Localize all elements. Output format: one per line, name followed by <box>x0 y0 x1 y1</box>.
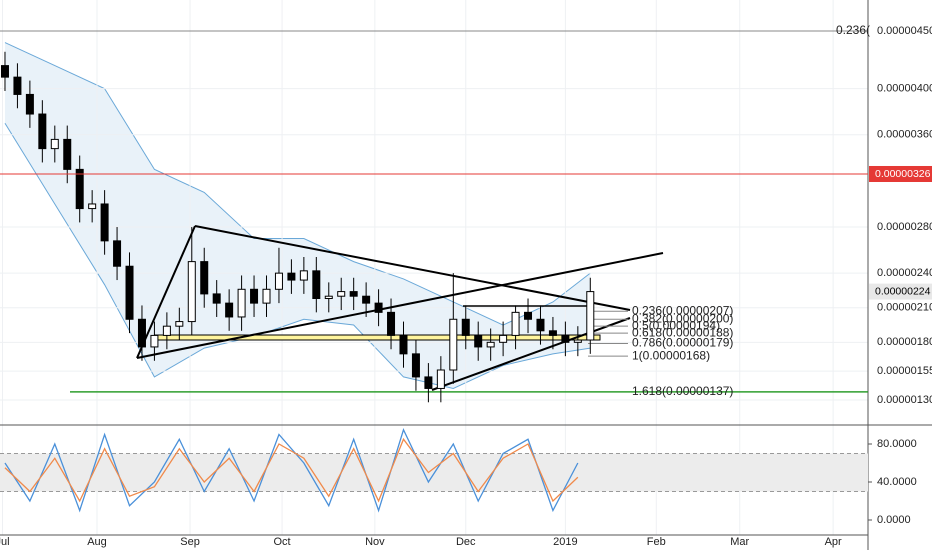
candle-body <box>187 261 196 323</box>
candle-body <box>38 113 47 150</box>
y-tick-label: 0.00000130 <box>877 394 932 406</box>
candle-body <box>461 318 470 336</box>
fib-label: 0.382(0.00000200) <box>632 311 733 325</box>
price-tag-label: 0.00000224 <box>875 285 931 297</box>
candle-body <box>548 330 557 336</box>
candle-body <box>75 168 84 210</box>
candle-body <box>387 311 396 336</box>
candle-body <box>511 311 520 336</box>
fib-label: 0.236( <box>836 23 870 37</box>
candle-body <box>262 288 271 304</box>
y-tick-label: 0.00000210 <box>877 302 932 314</box>
x-tick-label: Feb <box>647 536 666 548</box>
x-tick-label: Sep <box>180 536 200 548</box>
candle-body <box>137 318 146 348</box>
price-tag <box>869 283 932 300</box>
candle-body <box>25 93 34 115</box>
candle-body <box>225 302 234 318</box>
candle-body <box>474 334 483 348</box>
trendline <box>194 225 631 311</box>
y-tick-label: 0.00000155 <box>877 365 932 377</box>
stoch-line <box>4 437 579 503</box>
candle-body <box>150 334 159 348</box>
fib-label: 1.618(0.00000137) <box>632 384 733 398</box>
fib-label: 0.786(0.00000179) <box>632 336 733 350</box>
candle-body <box>63 138 72 170</box>
candle-body <box>88 203 97 210</box>
candle-body <box>250 288 259 304</box>
band-lower <box>4 122 591 389</box>
candle-body <box>113 240 122 267</box>
price-tag-label: 0.00000326 <box>875 168 931 180</box>
x-tick-label: Mar <box>730 536 749 548</box>
candle-body <box>586 291 595 341</box>
candle-body <box>536 318 545 332</box>
y-tick-label: 0.00000400 <box>877 83 932 95</box>
candle-body <box>13 76 22 95</box>
fib-label: 0.618(0.00000188) <box>632 325 733 339</box>
candle-body <box>312 270 321 300</box>
candle-body <box>561 334 570 343</box>
candle-body <box>50 138 59 150</box>
x-tick-label: Dec <box>456 536 476 548</box>
candle-body <box>449 318 458 371</box>
candle-body <box>324 295 333 300</box>
candle-body <box>499 334 508 343</box>
candle-body <box>212 293 221 304</box>
candle-body <box>349 291 358 297</box>
candle-body <box>274 272 283 290</box>
fib-label: 0.236(0.00000207) <box>632 303 733 317</box>
x-tick-label: Jul <box>0 536 10 548</box>
x-tick-label: Nov <box>365 536 385 548</box>
x-tick-label: Aug <box>87 536 107 548</box>
zone <box>154 334 601 341</box>
band-fill <box>4 42 591 389</box>
candle-body <box>436 369 445 389</box>
candle-body <box>237 288 246 318</box>
candle-body <box>411 353 420 378</box>
candle-body <box>0 65 9 78</box>
candle-body <box>100 203 109 242</box>
y-tick-label: 0.00000450 <box>877 25 932 37</box>
x-tick-label: Oct <box>274 536 291 548</box>
candle-body <box>162 325 171 336</box>
candle-body <box>299 270 308 281</box>
x-tick-label: Apr <box>825 536 842 548</box>
candle-body <box>524 311 533 320</box>
candle-body <box>374 302 383 313</box>
candle-body <box>200 261 209 295</box>
y-tick-label: 0.00000240 <box>877 267 932 279</box>
y-tick-label: 0.00000360 <box>877 129 932 141</box>
trendline <box>136 225 196 359</box>
y-tick-label: 40.0000 <box>877 476 917 488</box>
fib-label: 0.5(0.00000194) <box>632 318 720 332</box>
fib-label: 1(0.00000168) <box>632 348 710 362</box>
stoch-line <box>4 427 579 513</box>
candle-body <box>362 295 371 304</box>
x-tick-label: 2019 <box>553 536 577 548</box>
y-tick-label: 80.0000 <box>877 438 917 450</box>
trendline <box>136 252 664 359</box>
candle-body <box>399 334 408 355</box>
candle-body <box>337 291 346 297</box>
candle-body <box>424 376 433 389</box>
candle-body <box>486 341 495 348</box>
price-tag <box>869 165 932 182</box>
y-tick-label: 0.00000280 <box>877 221 932 233</box>
candle-body <box>175 321 184 327</box>
trendline <box>431 317 631 391</box>
y-tick-label: 0.00000180 <box>877 336 932 348</box>
candle-body <box>287 272 296 281</box>
candle-body <box>125 265 134 320</box>
drawings <box>136 225 664 391</box>
y-tick-label: 0.0000 <box>877 514 911 526</box>
candle-body <box>573 339 582 343</box>
